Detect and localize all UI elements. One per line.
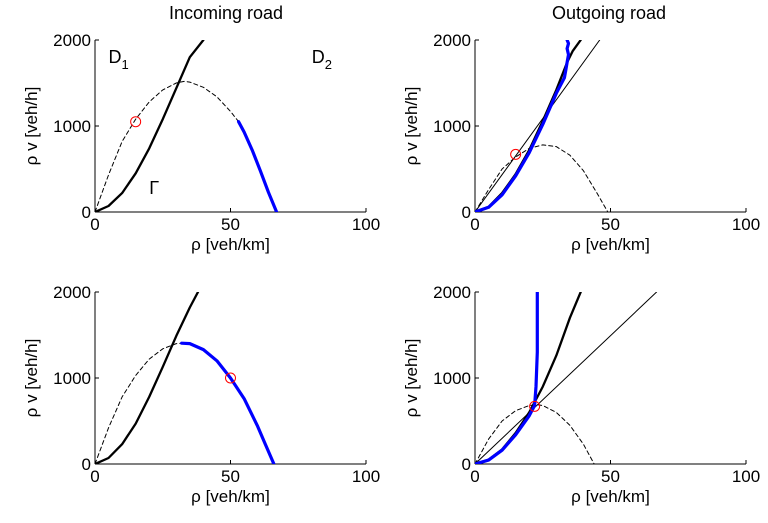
marker-point	[225, 372, 236, 384]
plot-area	[475, 292, 658, 464]
marker-point	[130, 116, 142, 128]
x-axis-label: ρ [veh/km]	[191, 235, 270, 254]
y-axis-label: ρ v [veh/h]	[22, 339, 41, 418]
annotation-subscript: 2	[325, 57, 332, 72]
x-tick-label: 100	[732, 467, 760, 486]
series-thick-blue	[180, 341, 276, 464]
x-tick-label: 0	[90, 215, 99, 234]
y-axis-label: ρ v [veh/h]	[402, 339, 421, 418]
y-tick-label: 1000	[53, 117, 91, 136]
y-tick-label: 0	[82, 455, 91, 474]
series-thin-black	[475, 40, 601, 212]
series-solid-black	[95, 40, 205, 212]
series-dashed-black	[475, 144, 609, 212]
y-tick-label: 2000	[433, 283, 471, 302]
y-tick-label: 2000	[53, 31, 91, 50]
x-tick-label: 100	[352, 467, 380, 486]
y-tick-label: 0	[462, 455, 471, 474]
marker-point	[529, 400, 541, 412]
x-axis-label: ρ [veh/km]	[191, 487, 270, 506]
marker-point	[510, 148, 522, 160]
x-tick-label: 50	[601, 215, 620, 234]
x-tick-label: 0	[470, 215, 479, 234]
x-tick-label: 100	[732, 215, 760, 234]
x-tick-label: 100	[352, 215, 380, 234]
x-axis-label: ρ [veh/km]	[571, 487, 650, 506]
series-dashed-black	[95, 342, 183, 464]
series-dashed-black	[95, 80, 240, 212]
annotation-label: D1	[109, 47, 129, 72]
x-tick-label: 50	[221, 215, 240, 234]
series-solid-black	[95, 292, 200, 464]
annotation-label: Γ	[149, 178, 159, 198]
column-title-outgoing: Outgoing road	[552, 3, 666, 23]
annotation-subscript: 1	[122, 57, 129, 72]
y-tick-label: 0	[82, 203, 91, 222]
column-title-incoming: Incoming road	[169, 3, 283, 23]
x-tick-label: 50	[221, 467, 240, 486]
y-axis-label: ρ v [veh/h]	[402, 87, 421, 166]
x-tick-label: 0	[90, 467, 99, 486]
y-tick-label: 0	[462, 203, 471, 222]
y-tick-label: 2000	[53, 283, 91, 302]
x-tick-label: 0	[470, 467, 479, 486]
annotation-label: D2	[312, 47, 332, 72]
y-tick-label: 1000	[433, 369, 471, 388]
x-tick-label: 50	[601, 467, 620, 486]
plot-area	[95, 40, 279, 212]
series-thick-blue	[475, 40, 571, 212]
plot-area	[475, 40, 609, 212]
y-tick-label: 1000	[433, 117, 471, 136]
y-axis-label: ρ v [veh/h]	[22, 87, 41, 166]
x-axis-label: ρ [veh/km]	[571, 235, 650, 254]
plot-area	[95, 292, 276, 464]
y-tick-label: 2000	[433, 31, 471, 50]
y-tick-label: 1000	[53, 369, 91, 388]
series-thick-blue	[475, 292, 539, 464]
series-solid-black	[475, 292, 582, 464]
series-thin-black	[475, 292, 658, 464]
series-thick-blue	[237, 120, 279, 212]
